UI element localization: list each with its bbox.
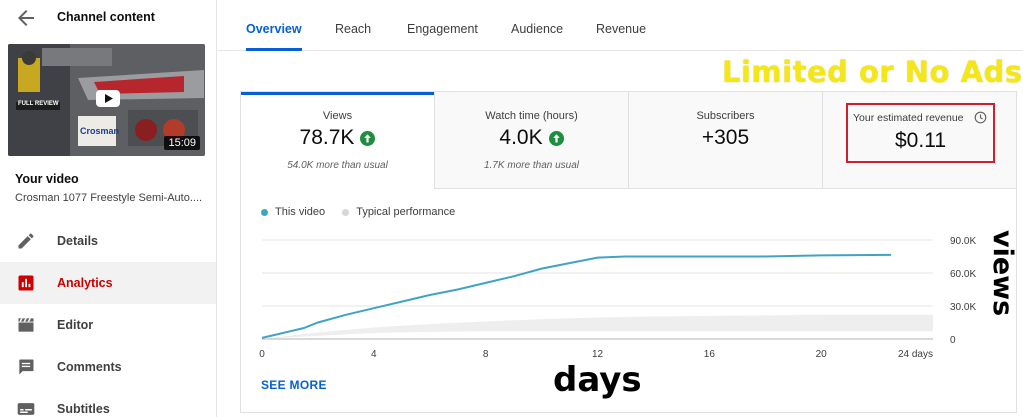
series-line-this-video <box>261 253 892 339</box>
nav-item-details[interactable]: Details <box>0 220 216 262</box>
y-tick-label: 60.0K <box>950 269 976 280</box>
chart-legend: This video Typical performance <box>261 206 469 218</box>
analytics-tabs: Overview Reach Engagement Audience Reven… <box>218 0 1023 51</box>
tab-audience[interactable]: Audience <box>511 22 564 36</box>
metric-selected-indicator <box>241 92 434 95</box>
revenue-highlight-box: Your estimated revenue $0.11 <box>846 103 995 163</box>
nav-label-analytics: Analytics <box>57 276 113 290</box>
metric-watch-time-value-row: 4.0K <box>435 126 628 150</box>
x-tick-label: 4 <box>371 349 377 360</box>
days-axis-annotation: days <box>553 360 642 400</box>
nav-item-analytics[interactable]: Analytics <box>0 262 216 304</box>
metric-revenue-value: $0.11 <box>895 129 946 152</box>
y-tick-label: 90.0K <box>950 236 976 247</box>
thumbnail-review-label: FULL REVIEW <box>18 101 59 107</box>
subtitles-icon <box>17 403 35 415</box>
metric-watch-time-value: 4.0K <box>499 126 543 150</box>
video-title: Crosman 1077 Freestyle Semi-Auto.... <box>15 192 203 204</box>
trend-up-icon <box>548 130 564 146</box>
overview-card: Views 78.7K 54.0K more than usual Watch … <box>240 91 1017 413</box>
y-tick-label: 0 <box>950 335 956 346</box>
sidebar-title: Channel content <box>57 10 155 24</box>
nav-label-details: Details <box>57 234 98 248</box>
views-axis-annotation: views <box>987 230 1018 317</box>
nav-item-comments[interactable]: Comments <box>0 346 216 388</box>
nav-label-comments: Comments <box>57 360 122 374</box>
nav-item-editor[interactable]: Editor <box>0 304 216 346</box>
x-tick-label: 16 <box>704 349 716 360</box>
metric-subscribers-label: Subscribers <box>696 110 755 122</box>
metric-views-value: 78.7K <box>299 126 355 150</box>
x-axis-end-label: 24 days <box>898 349 933 360</box>
x-tick-label: 8 <box>483 349 489 360</box>
analytics-icon <box>18 275 34 291</box>
sidebar: Channel content Crosman FULL REVIEW <box>0 0 217 417</box>
tab-reach[interactable]: Reach <box>335 22 372 36</box>
legend-this-video[interactable]: This video <box>261 206 325 218</box>
tab-engagement[interactable]: Engagement <box>407 22 478 36</box>
nav-item-subtitles[interactable]: Subtitles <box>0 388 216 417</box>
legend-typical[interactable]: Typical performance <box>342 206 455 218</box>
see-more-link[interactable]: SEE MORE <box>261 378 327 392</box>
nav-label-editor: Editor <box>57 318 94 332</box>
active-tab-indicator <box>246 48 302 51</box>
metric-revenue-label: Your estimated revenue <box>853 112 964 124</box>
metric-views-comparison: 54.0K more than usual <box>287 160 388 171</box>
typical-performance-band <box>262 314 933 339</box>
metric-views-value-row: 78.7K <box>241 126 434 150</box>
video-thumbnail[interactable]: Crosman FULL REVIEW 15:09 <box>8 44 205 156</box>
x-tick-label: 20 <box>816 349 828 360</box>
comments-icon <box>19 359 34 375</box>
video-duration-badge: 15:09 <box>164 136 200 150</box>
your-video-label: Your video <box>15 172 79 186</box>
metric-subscribers[interactable]: Subscribers +305 <box>629 92 823 189</box>
metric-views-label: Views <box>322 110 353 122</box>
nav-label-subtitles: Subtitles <box>57 402 110 416</box>
metric-views[interactable]: Views 78.7K 54.0K more than usual <box>241 92 435 189</box>
legend-typical-label: Typical performance <box>356 206 456 218</box>
thumbnail-brand-label: Crosman <box>80 126 120 136</box>
editor-clapper-icon <box>18 318 34 332</box>
metric-watch-time-comparison: 1.7K more than usual <box>483 160 580 171</box>
legend-dot-typical <box>342 208 350 216</box>
sidebar-header: Channel content <box>0 0 217 36</box>
trend-up-icon <box>360 130 376 146</box>
limited-ads-annotation: Limited or No Ads <box>722 55 1023 89</box>
legend-this-video-label: This video <box>275 206 326 218</box>
tab-overview[interactable]: Overview <box>246 22 302 36</box>
metric-watch-time[interactable]: Watch time (hours) 4.0K 1.7K more than u… <box>435 92 629 189</box>
tab-revenue[interactable]: Revenue <box>596 22 647 36</box>
views-line-chart: 0 30.0K 60.0K 90.0K 0 4 8 12 16 20 24 days <box>259 236 976 360</box>
x-tick-label: 0 <box>259 349 265 360</box>
metric-revenue[interactable]: Your estimated revenue $0.11 <box>823 92 1016 189</box>
metric-subscribers-value: +305 <box>701 126 750 149</box>
legend-dot-this-video <box>261 208 268 216</box>
metric-watch-time-label: Watch time (hours) <box>485 110 578 122</box>
back-arrow-icon[interactable] <box>14 6 38 30</box>
x-tick-label: 12 <box>592 349 604 360</box>
pencil-icon <box>18 233 34 249</box>
y-tick-label: 30.0K <box>950 302 976 313</box>
clock-icon <box>974 111 987 124</box>
